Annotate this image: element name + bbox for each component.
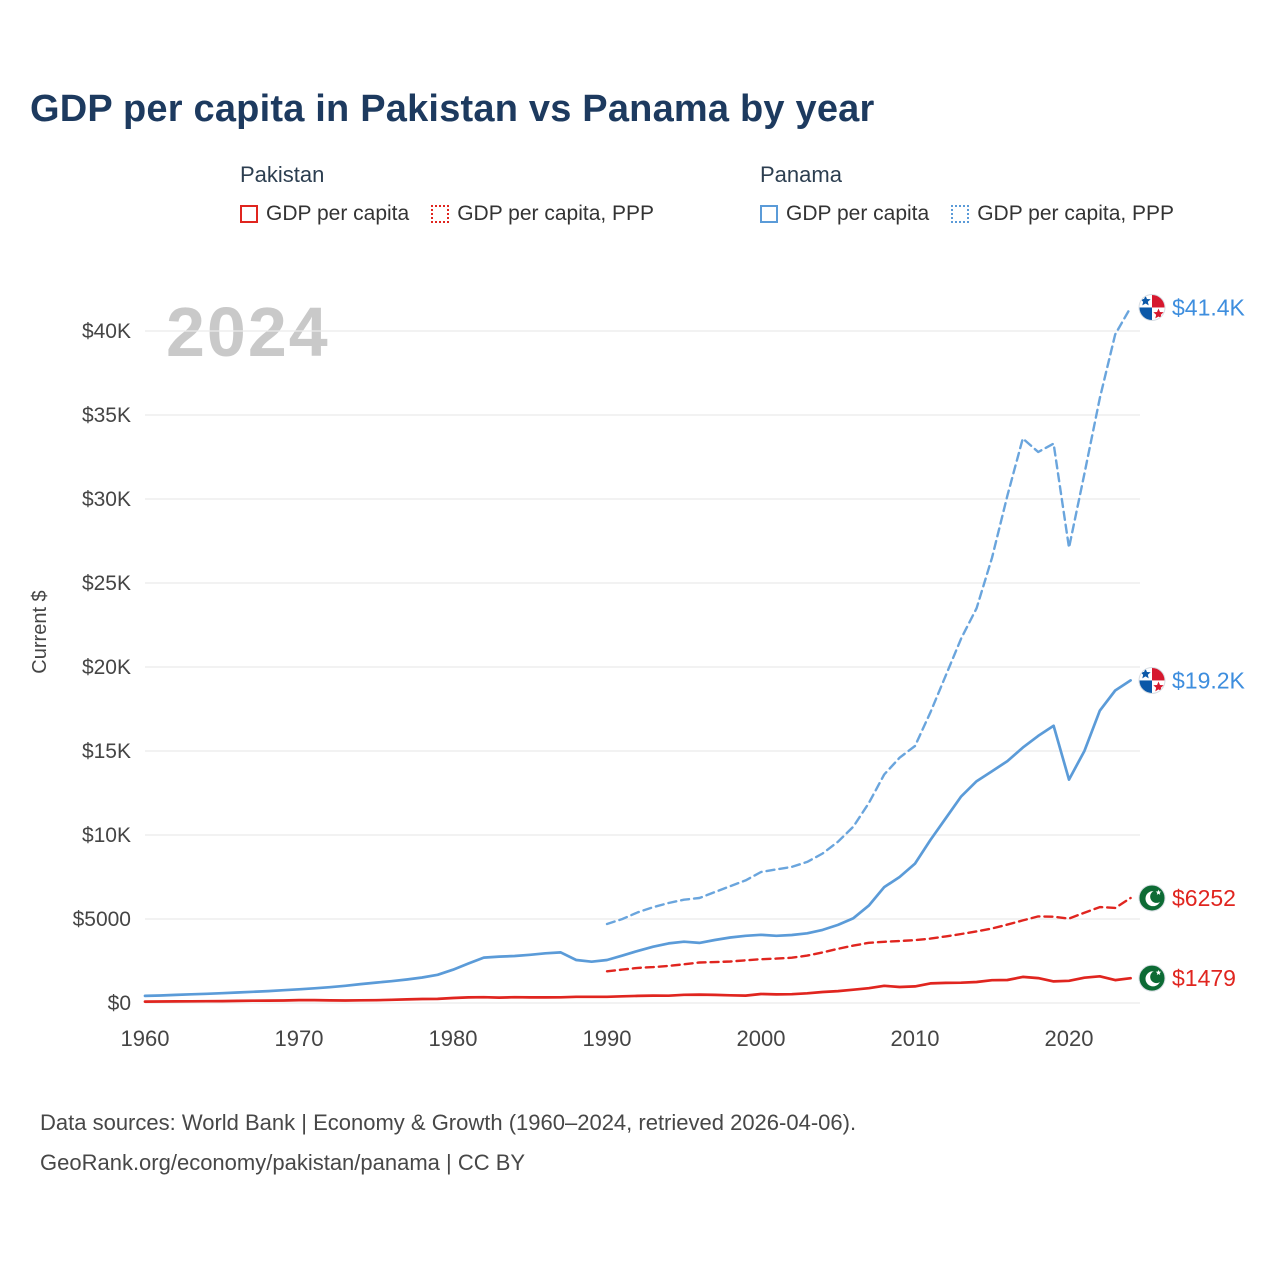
series-line-panama-gdp-per-capita <box>143 679 1132 998</box>
end-value-label: $41.4K <box>1172 294 1246 320</box>
series-line-pakistan-gdp-per-capita-ppp <box>605 896 1132 973</box>
x-tick-label: 2020 <box>1045 1026 1094 1051</box>
series-line-pakistan-gdp-per-capita <box>143 974 1132 1003</box>
legend-group-panama: Panama GDP per capita GDP per capita, PP… <box>760 162 1174 226</box>
series-line-panama-gdp-per-capita-ppp <box>605 306 1132 926</box>
legend-item-label: GDP per capita, PPP <box>457 202 655 225</box>
legend-group-pakistan: Pakistan GDP per capita GDP per capita, … <box>240 162 654 226</box>
end-value-label: $1479 <box>1172 965 1236 991</box>
watermark-year: 2024 <box>166 293 330 371</box>
legend-item-pakistan-gdp: GDP per capita <box>240 202 409 226</box>
legend-item-panama-gdp-ppp: GDP per capita, PPP <box>951 202 1174 226</box>
line-swatch-solid-icon <box>240 205 258 223</box>
x-tick-label: 1970 <box>275 1026 324 1051</box>
end-value-label: $19.2K <box>1172 667 1246 693</box>
flag-icon-panama <box>1138 666 1166 694</box>
data-sources-text: Data sources: World Bank | Economy & Gro… <box>40 1110 857 1135</box>
legend-country-label: Panama <box>760 162 842 187</box>
line-swatch-dotted-icon <box>951 205 970 223</box>
x-tick-label: 1980 <box>429 1026 478 1051</box>
x-tick-label: 1990 <box>583 1026 632 1051</box>
legend-item-label: GDP per capita <box>786 202 930 225</box>
attribution-text: GeoRank.org/economy/pakistan/panama | CC… <box>40 1150 526 1175</box>
end-value-label: $6252 <box>1172 885 1236 911</box>
flag-icon-pakistan <box>1138 884 1166 912</box>
y-tick-label: $10K <box>82 824 131 847</box>
y-tick-label: $0 <box>108 992 131 1015</box>
x-tick-label: 1960 <box>121 1026 170 1051</box>
y-tick-label: $20K <box>82 656 131 679</box>
legend-item-panama-gdp: GDP per capita <box>760 202 929 226</box>
legend-item-label: GDP per capita, PPP <box>977 202 1175 225</box>
legend-country-label: Pakistan <box>240 162 325 187</box>
legend-item-label: GDP per capita <box>266 202 410 225</box>
line-swatch-dotted-icon <box>431 205 450 223</box>
flag-icon-pakistan <box>1138 964 1166 992</box>
x-tick-label: 2010 <box>891 1026 940 1051</box>
page-title: GDP per capita in Pakistan vs Panama by … <box>30 88 875 130</box>
y-tick-label: $15K <box>82 740 131 763</box>
legend-item-pakistan-gdp-ppp: GDP per capita, PPP <box>431 202 654 226</box>
y-tick-label: $5000 <box>73 908 131 931</box>
x-tick-label: 2000 <box>737 1026 786 1051</box>
y-tick-label: $30K <box>82 488 131 511</box>
y-axis-title: Current $ <box>29 590 51 673</box>
y-tick-label: $35K <box>82 404 131 427</box>
flag-icon-panama <box>1138 293 1166 321</box>
y-tick-label: $40K <box>82 320 131 343</box>
y-tick-label: $25K <box>82 572 131 595</box>
line-swatch-solid-icon <box>760 205 778 223</box>
